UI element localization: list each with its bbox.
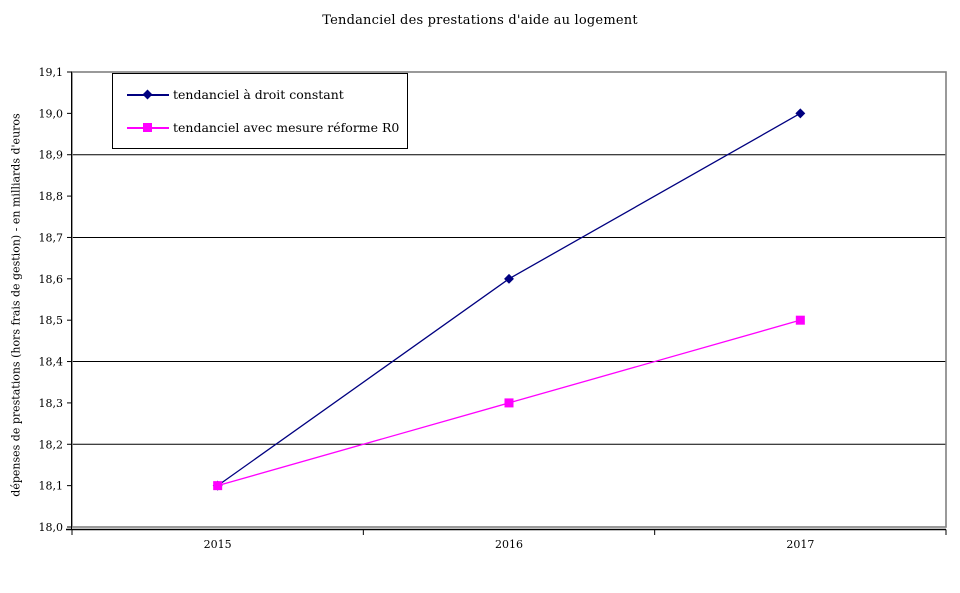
- x-tick-label: 2015: [204, 538, 232, 551]
- y-tick-label: 18,4: [39, 356, 64, 369]
- legend-line-square-icon: [127, 122, 169, 134]
- chart-title: Tendanciel des prestations d'aide au log…: [322, 13, 638, 28]
- y-tick-label: 19,0: [39, 107, 64, 120]
- legend-label: tendanciel à droit constant: [173, 87, 344, 102]
- legend-item-droit-constant: tendanciel à droit constant: [113, 85, 407, 105]
- legend-line-diamond-icon: [127, 89, 169, 101]
- data-point: [213, 481, 223, 491]
- y-tick-label: 19,1: [39, 66, 64, 79]
- legend-label: tendanciel avec mesure réforme R0: [173, 120, 400, 135]
- y-tick-label: 18,3: [39, 397, 64, 410]
- y-tick-label: 18,2: [39, 438, 64, 451]
- y-tick-label: 18,9: [39, 149, 64, 162]
- y-tick-label: 18,6: [39, 273, 64, 286]
- x-tick-label: 2017: [786, 538, 814, 551]
- y-tick-label: 18,5: [39, 314, 64, 327]
- data-point: [795, 315, 805, 325]
- data-point: [504, 398, 514, 408]
- y-tick-label: 18,1: [39, 480, 64, 493]
- x-tick-label: 2016: [495, 538, 523, 551]
- y-tick-label: 18,7: [39, 231, 64, 244]
- legend: tendanciel à droit constant tendanciel a…: [112, 73, 408, 149]
- legend-item-reforme-r0: tendanciel avec mesure réforme R0: [113, 118, 407, 138]
- y-tick-label: 18,0: [39, 521, 64, 534]
- y-tick-label: 18,8: [39, 190, 64, 203]
- series-line-0: [217, 112, 801, 487]
- data-point: [795, 108, 806, 119]
- data-point: [504, 273, 514, 284]
